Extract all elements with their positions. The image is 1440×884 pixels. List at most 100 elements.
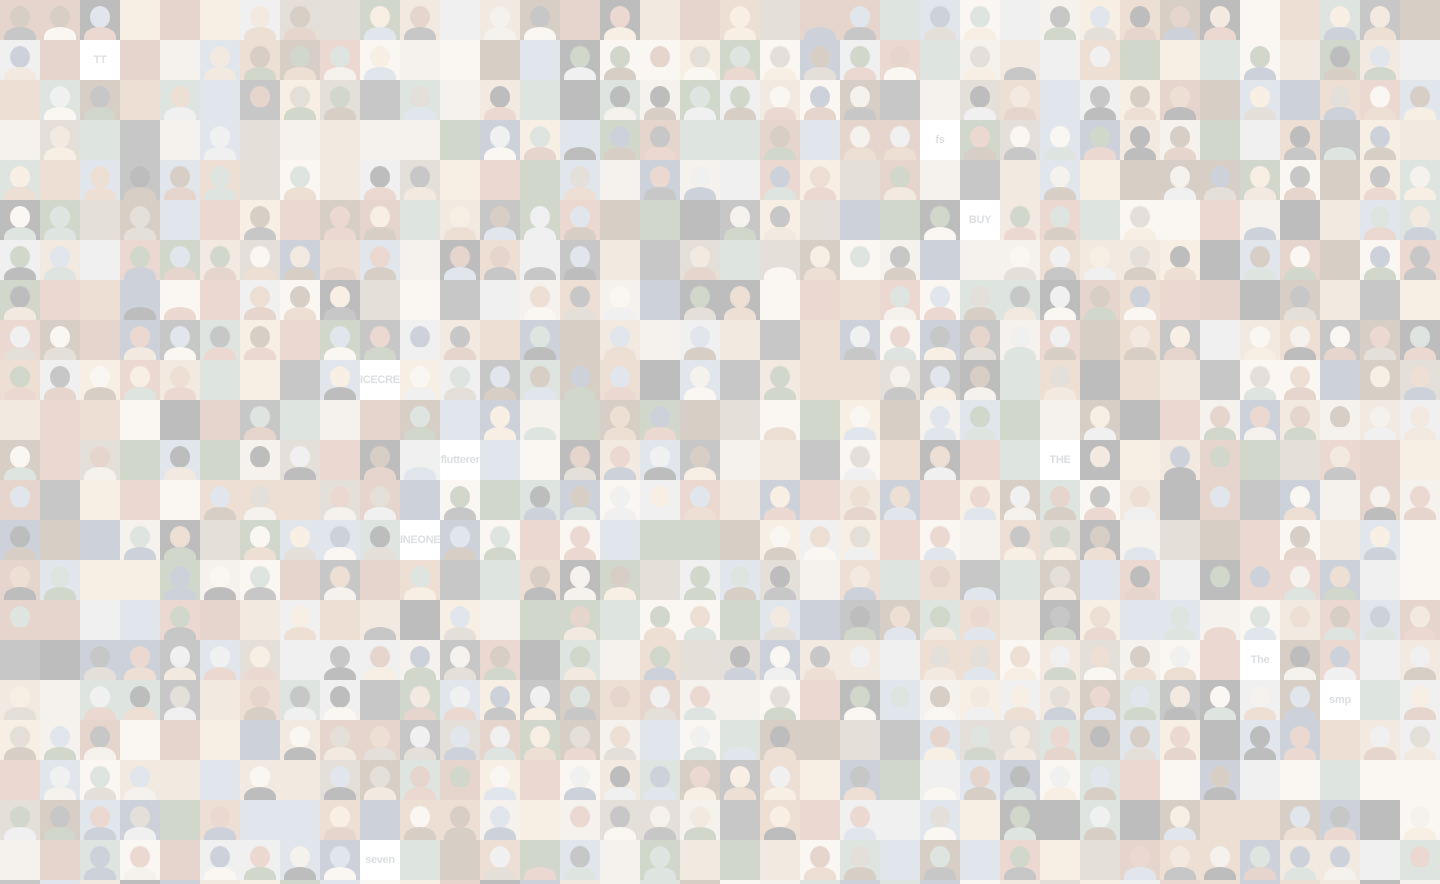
avatar-body-shape — [324, 347, 356, 360]
avatar-tile — [680, 560, 720, 600]
avatar-tile — [920, 160, 960, 200]
avatar-face-shape — [50, 206, 70, 228]
avatar-tile — [160, 640, 200, 680]
avatar-face-shape — [210, 126, 230, 148]
avatar-tile — [680, 680, 720, 720]
avatar-tile — [240, 400, 280, 440]
avatar-tile — [440, 320, 480, 360]
avatar-face-shape — [890, 326, 910, 348]
avatar-face-shape — [1410, 406, 1430, 428]
avatar-face-shape — [1290, 526, 1310, 548]
avatar-tile — [920, 760, 960, 800]
avatar-body-shape — [484, 547, 516, 560]
avatar-tile — [1080, 40, 1120, 80]
avatar-tile — [800, 400, 840, 440]
avatar-tile — [1000, 800, 1040, 840]
avatar-body-shape — [764, 387, 796, 400]
avatar-face-shape — [1050, 286, 1070, 308]
avatar-tile — [1080, 520, 1120, 560]
avatar-face-shape — [250, 406, 270, 428]
avatar-face-shape — [410, 646, 430, 668]
avatar-face-shape — [330, 206, 350, 228]
avatar-body-shape — [844, 147, 876, 160]
avatar-tile — [1280, 320, 1320, 360]
avatar-tile — [960, 600, 1000, 640]
avatar-body-shape — [1204, 627, 1236, 640]
avatar-face-shape — [650, 686, 670, 708]
avatar-face-shape — [1210, 486, 1230, 508]
avatar-body-shape — [1324, 867, 1356, 880]
avatar-body-shape — [324, 787, 356, 800]
avatar-body-shape — [1244, 747, 1276, 760]
avatar-face-shape — [730, 286, 750, 308]
avatar-body-shape — [1284, 187, 1316, 200]
avatar-face-shape — [770, 366, 790, 388]
avatar-body-shape — [844, 507, 876, 520]
avatar-tile — [800, 200, 840, 240]
avatar-face-shape — [1210, 606, 1230, 628]
avatar-body-shape — [724, 787, 756, 800]
avatar-face-shape — [1410, 366, 1430, 388]
avatar-tile — [1120, 40, 1160, 80]
avatar-body-shape — [84, 707, 116, 720]
avatar-tile — [320, 840, 360, 880]
avatar-face-shape — [930, 446, 950, 468]
avatar-body-shape — [1164, 667, 1196, 680]
avatar-face-shape — [1130, 526, 1150, 548]
avatar-tile — [880, 720, 920, 760]
avatar-face-shape — [1290, 366, 1310, 388]
avatar-tile — [1280, 880, 1320, 884]
avatar-body-shape — [124, 787, 156, 800]
avatar-tile — [240, 160, 280, 200]
avatar-body-shape — [1164, 627, 1196, 640]
avatar-body-shape — [404, 707, 436, 720]
avatar-face-shape — [1250, 686, 1270, 708]
avatar-face-shape — [1130, 486, 1150, 508]
avatar-tile — [840, 440, 880, 480]
avatar-tile — [840, 160, 880, 200]
avatar-tile — [760, 560, 800, 600]
avatar-tile — [1320, 760, 1360, 800]
avatar-tile — [1040, 40, 1080, 80]
avatar-tile — [360, 880, 400, 884]
avatar-tile — [600, 560, 640, 600]
avatar-face-shape — [850, 806, 870, 828]
avatar-tile — [40, 400, 80, 440]
avatar-tile — [440, 880, 480, 884]
avatar-body-shape — [964, 787, 996, 800]
avatar-tile — [240, 600, 280, 640]
avatar-face-shape — [290, 726, 310, 748]
avatar-face-shape — [410, 766, 430, 788]
avatar-body-shape — [844, 107, 876, 120]
avatar-face-shape — [650, 166, 670, 188]
avatar-face-shape — [1010, 806, 1030, 828]
avatar-body-shape — [444, 787, 476, 800]
avatar-body-shape — [1244, 267, 1276, 280]
avatar-face-shape — [490, 726, 510, 748]
avatar-face-shape — [330, 686, 350, 708]
avatar-face-shape — [290, 846, 310, 868]
avatar-body-shape — [1244, 67, 1276, 80]
avatar-body-shape — [844, 627, 876, 640]
avatar-tile — [1360, 440, 1400, 480]
avatar-tile — [1160, 120, 1200, 160]
avatar-tile — [960, 480, 1000, 520]
avatar-tile — [920, 440, 960, 480]
avatar-face-shape — [850, 6, 870, 28]
avatar-body-shape — [444, 747, 476, 760]
avatar-tile — [80, 360, 120, 400]
avatar-tile — [1320, 640, 1360, 680]
avatar-tile — [240, 840, 280, 880]
avatar-tile — [960, 40, 1000, 80]
avatar-body-shape — [564, 467, 596, 480]
avatar-tile — [1200, 800, 1240, 840]
avatar-tile — [360, 480, 400, 520]
avatar-tile — [1160, 800, 1200, 840]
avatar-face-shape — [130, 526, 150, 548]
avatar-tile — [0, 520, 40, 560]
avatar-tile — [720, 360, 760, 400]
avatar-tile — [160, 440, 200, 480]
avatar-tile — [760, 800, 800, 840]
avatar-tile — [640, 720, 680, 760]
